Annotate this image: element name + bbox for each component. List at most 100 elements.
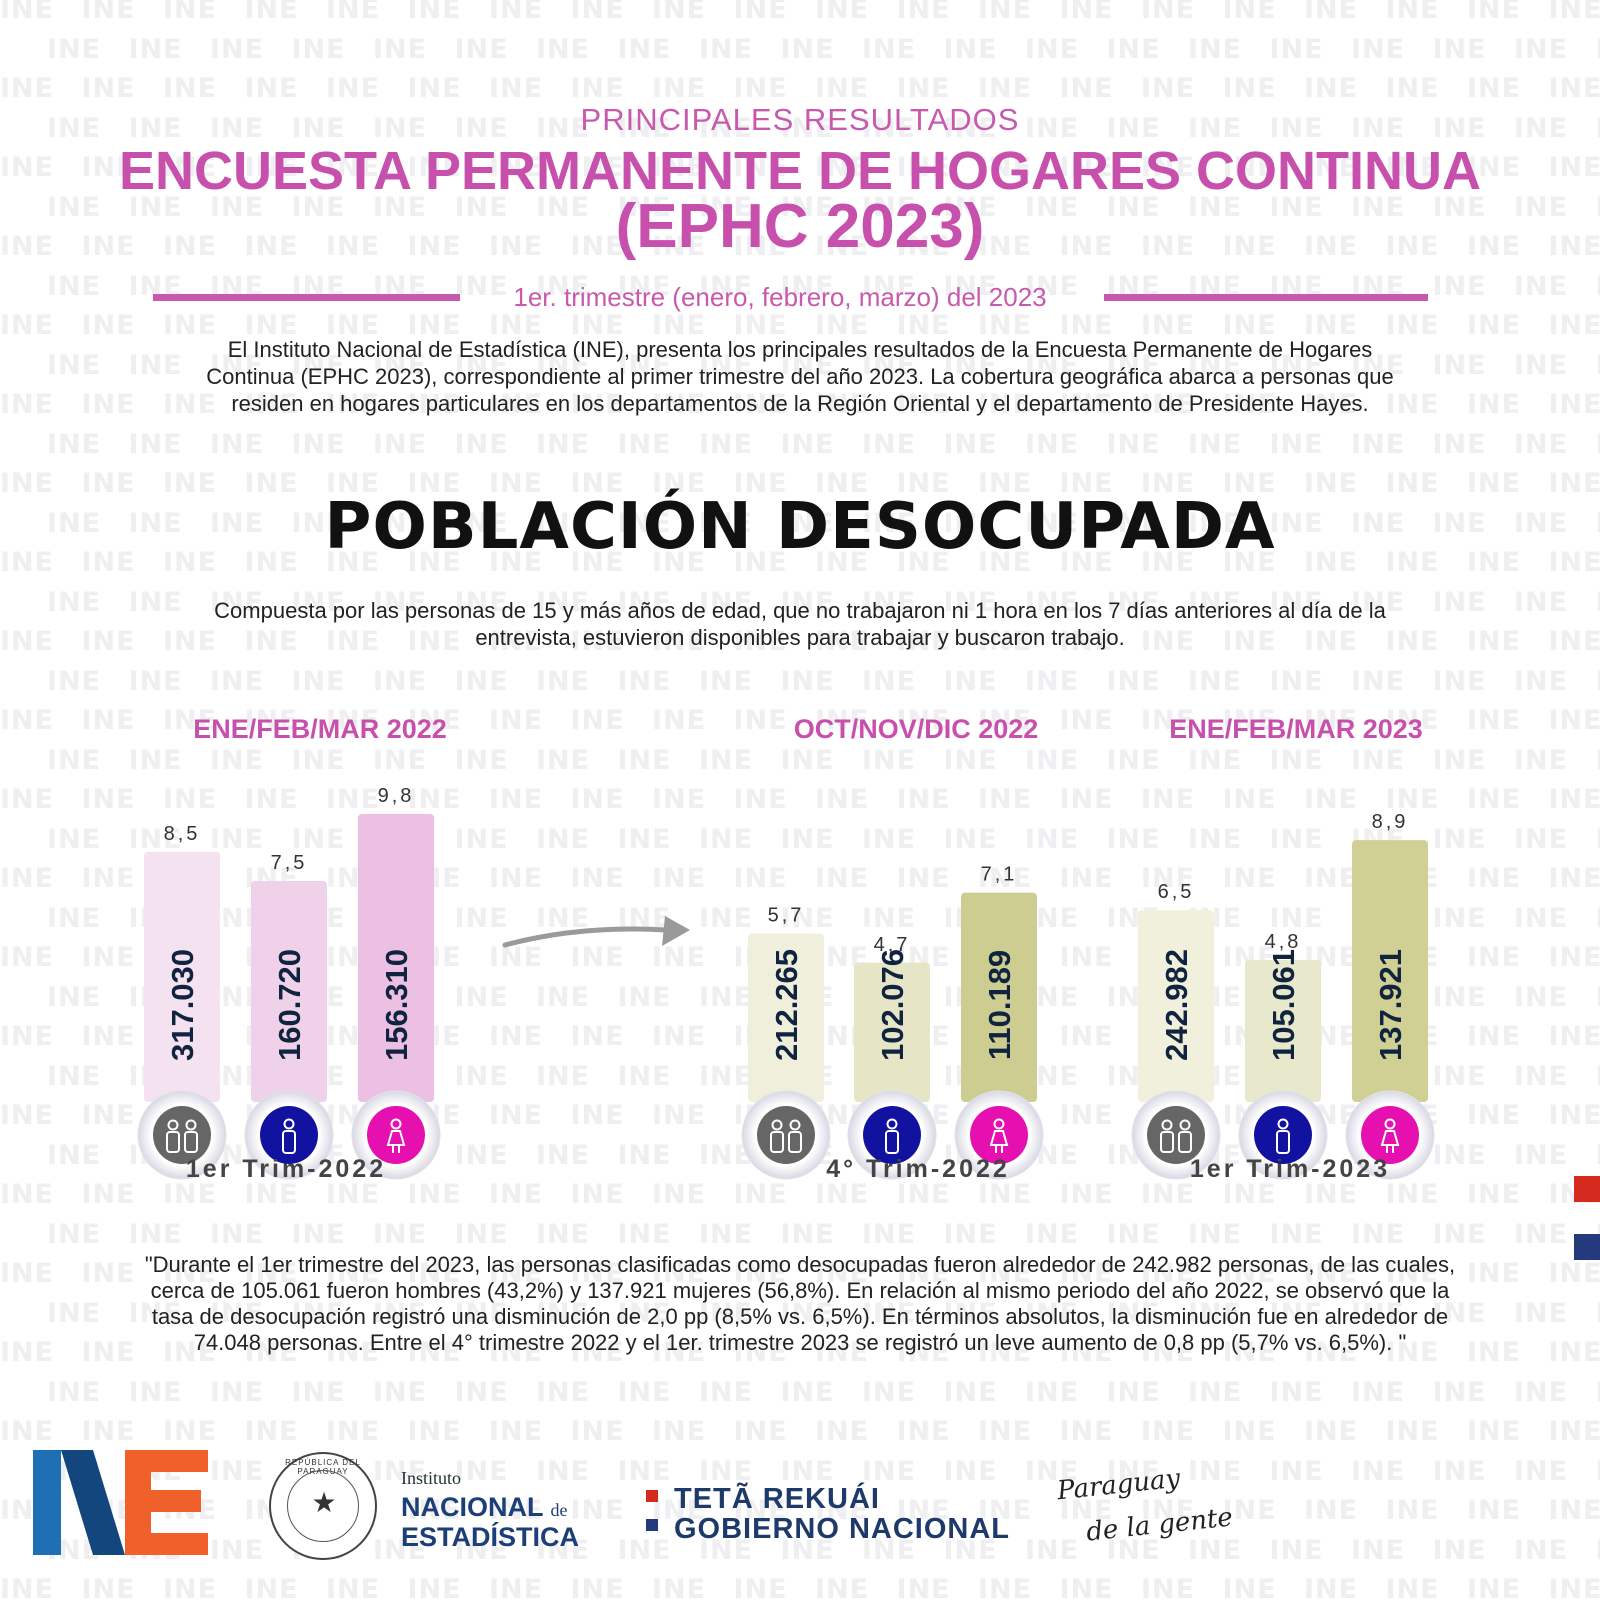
- watermark-text: INE: [617, 744, 672, 776]
- watermark-text: INE: [373, 191, 428, 223]
- watermark-text: INE: [1432, 902, 1487, 934]
- watermark-text: INE: [81, 547, 136, 578]
- watermark-text: INE: [699, 1297, 754, 1329]
- watermark-text: INE: [943, 112, 998, 144]
- watermark-text: INE: [1141, 468, 1196, 499]
- watermark-text: INE: [652, 942, 707, 973]
- watermark-text: INE: [1548, 1258, 1600, 1289]
- watermark-text: INE: [536, 902, 591, 934]
- watermark-text: INE: [1059, 784, 1114, 815]
- watermark-text: INE: [1514, 981, 1569, 1013]
- rate-label: 6,5: [1158, 881, 1195, 903]
- man-icon: [260, 1106, 318, 1164]
- watermark-text: INE: [1222, 863, 1277, 894]
- watermark-text: INE: [617, 665, 672, 697]
- watermark-text: INE: [128, 744, 183, 776]
- watermark-text: INE: [978, 626, 1033, 657]
- watermark-text: INE: [617, 270, 672, 302]
- woman-icon: [367, 1106, 425, 1164]
- period-label: ENE/FEB/MAR 2023: [1169, 714, 1423, 744]
- watermark-text: INE: [1059, 1495, 1114, 1526]
- watermark-text: INE: [1548, 1337, 1600, 1368]
- watermark-text: INE: [163, 231, 218, 262]
- watermark-text: INE: [1596, 824, 1600, 855]
- watermark-text: INE: [1025, 1455, 1080, 1487]
- watermark-text: INE: [1385, 1258, 1440, 1289]
- watermark-text: INE: [699, 1455, 754, 1487]
- watermark-text: INE: [570, 310, 625, 341]
- watermark-text: INE: [1596, 1456, 1600, 1487]
- watermark-text: INE: [617, 1218, 672, 1250]
- watermark-text: INE: [1059, 942, 1114, 973]
- watermark-text: INE: [1596, 1298, 1600, 1329]
- watermark-text: INE: [780, 744, 835, 776]
- watermark-text: INE: [652, 547, 707, 578]
- watermark-text: INE: [617, 1455, 672, 1487]
- watermark-text: INE: [1351, 349, 1406, 381]
- watermark-text: INE: [0, 152, 55, 183]
- watermark-text: INE: [1432, 270, 1487, 302]
- watermark-text: INE: [943, 507, 998, 539]
- watermark-text: INE: [1596, 666, 1600, 697]
- watermark-text: INE: [489, 0, 544, 25]
- watermark-text: INE: [1269, 191, 1324, 223]
- watermark-text: INE: [1222, 310, 1277, 341]
- watermark-text: INE: [780, 586, 835, 618]
- watermark-text: INE: [407, 389, 462, 420]
- people-icon-body: [770, 1131, 784, 1153]
- watermark-text: INE: [1059, 231, 1114, 262]
- watermark-text: INE: [454, 1297, 509, 1329]
- watermark-text: INE: [862, 1455, 917, 1487]
- man-icon-body: [1276, 1130, 1290, 1154]
- watermark-text: INE: [652, 0, 707, 25]
- watermark-text: INE: [1304, 547, 1359, 578]
- watermark-text: INE: [1141, 1495, 1196, 1526]
- watermark-text: INE: [47, 823, 102, 855]
- watermark-text: INE: [1025, 744, 1080, 776]
- watermark-text: INE: [47, 1376, 102, 1408]
- watermark-text: INE: [47, 1297, 102, 1329]
- watermark-text: INE: [1025, 586, 1080, 618]
- watermark-text: INE: [943, 823, 998, 855]
- watermark-text: INE: [943, 586, 998, 618]
- watermark-text: INE: [815, 389, 870, 420]
- watermark-text: INE: [780, 428, 835, 460]
- people-icon-head: [1161, 1119, 1173, 1131]
- watermark-text: INE: [815, 1495, 870, 1526]
- watermark-text: INE: [47, 665, 102, 697]
- watermark-text: INE: [1548, 310, 1600, 341]
- watermark-text: INE: [128, 349, 183, 381]
- watermark-text: INE: [570, 547, 625, 578]
- watermark-text: INE: [652, 626, 707, 657]
- watermark-text: INE: [1222, 1495, 1277, 1526]
- watermark-text: INE: [652, 863, 707, 894]
- watermark-text: INE: [1141, 1179, 1196, 1210]
- watermark-text: INE: [780, 665, 835, 697]
- watermark-text: INE: [373, 507, 428, 539]
- watermark-text: INE: [570, 468, 625, 499]
- watermark-text: INE: [978, 389, 1033, 420]
- rate-label: 8,9: [1372, 811, 1409, 833]
- watermark-text: INE: [699, 1534, 754, 1566]
- count-label: 156.310: [379, 949, 414, 1061]
- watermark-text: INE: [862, 1376, 917, 1408]
- watermark-text: INE: [128, 33, 183, 65]
- watermark-text: INE: [291, 349, 346, 381]
- watermark-text: INE: [81, 1574, 136, 1600]
- watermark-text: INE: [862, 1534, 917, 1566]
- watermark-text: INE: [1467, 73, 1522, 104]
- watermark-text: INE: [699, 981, 754, 1013]
- watermark-text: INE: [326, 1574, 381, 1600]
- watermark-text: INE: [1106, 33, 1161, 65]
- watermark-text: INE: [896, 626, 951, 657]
- watermark-text: INE: [244, 231, 299, 262]
- watermark-text: INE: [407, 468, 462, 499]
- woman-icon-body: [386, 1130, 406, 1146]
- watermark-text: INE: [1514, 191, 1569, 223]
- watermark-text: INE: [373, 112, 428, 144]
- watermark-text: INE: [815, 310, 870, 341]
- watermark-text: INE: [81, 0, 136, 25]
- watermark-text: INE: [1106, 586, 1161, 618]
- watermark-text: INE: [1432, 1297, 1487, 1329]
- watermark-text: INE: [896, 547, 951, 578]
